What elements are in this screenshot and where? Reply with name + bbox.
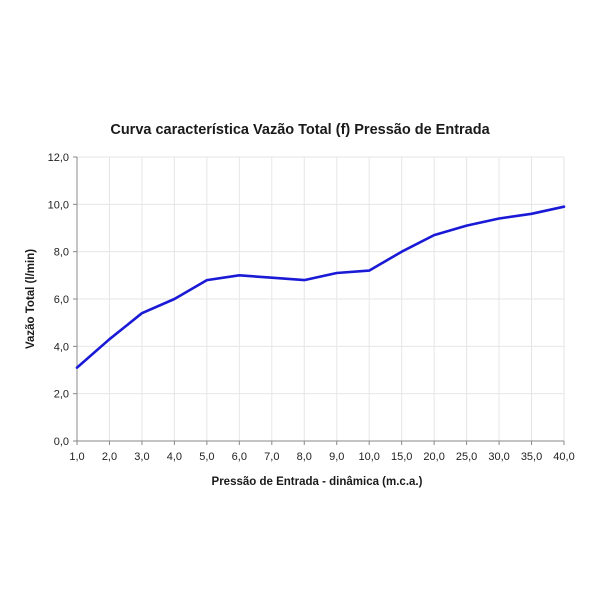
- y-tick-label: 2,0: [54, 389, 69, 401]
- x-tick-label: 7,0: [264, 451, 279, 463]
- y-tick-label: 10,0: [48, 199, 69, 211]
- x-tick-label: 8,0: [297, 451, 312, 463]
- y-tick-label: 4,0: [54, 341, 69, 353]
- x-tick-label: 3,0: [134, 451, 149, 463]
- x-tick-label: 40,0: [553, 451, 574, 463]
- y-tick-label: 8,0: [54, 247, 69, 259]
- y-axis-title: Vazão Total (l/min): [25, 249, 37, 349]
- x-tick-label: 15,0: [391, 451, 412, 463]
- series-layer: [75, 205, 566, 369]
- x-tick-label: 5,0: [199, 451, 214, 463]
- x-tick-label: 2,0: [102, 451, 117, 463]
- x-tick-label: 35,0: [521, 451, 542, 463]
- x-tick-label: 1,0: [69, 451, 84, 463]
- x-tick-label: 20,0: [423, 451, 444, 463]
- axis-layer: [73, 156, 565, 445]
- x-tick-label: 25,0: [456, 451, 477, 463]
- grid-layer: [77, 156, 565, 441]
- y-tick-label: 0,0: [54, 436, 69, 448]
- x-tick-label: 30,0: [488, 451, 509, 463]
- tick-layer: 0,0 2,0 4,0 6,0 8,0 10,0 12,0 1,0 2,0 3,0 4,0 5,0 6,…: [48, 152, 575, 463]
- y-tick-label: 12,0: [48, 152, 69, 164]
- chart-title: Curva característica Vazão Total (f) Pre…: [110, 122, 490, 138]
- x-axis-title: Pressão de Entrada - dinâmica (m.c.a.): [212, 476, 423, 488]
- y-tick-label: 6,0: [54, 294, 69, 306]
- x-tick-label: 6,0: [232, 451, 247, 463]
- x-tick-label: 4,0: [167, 451, 182, 463]
- x-tick-label: 10,0: [358, 451, 379, 463]
- x-tick-label: 9,0: [329, 451, 344, 463]
- series-line: [75, 205, 566, 369]
